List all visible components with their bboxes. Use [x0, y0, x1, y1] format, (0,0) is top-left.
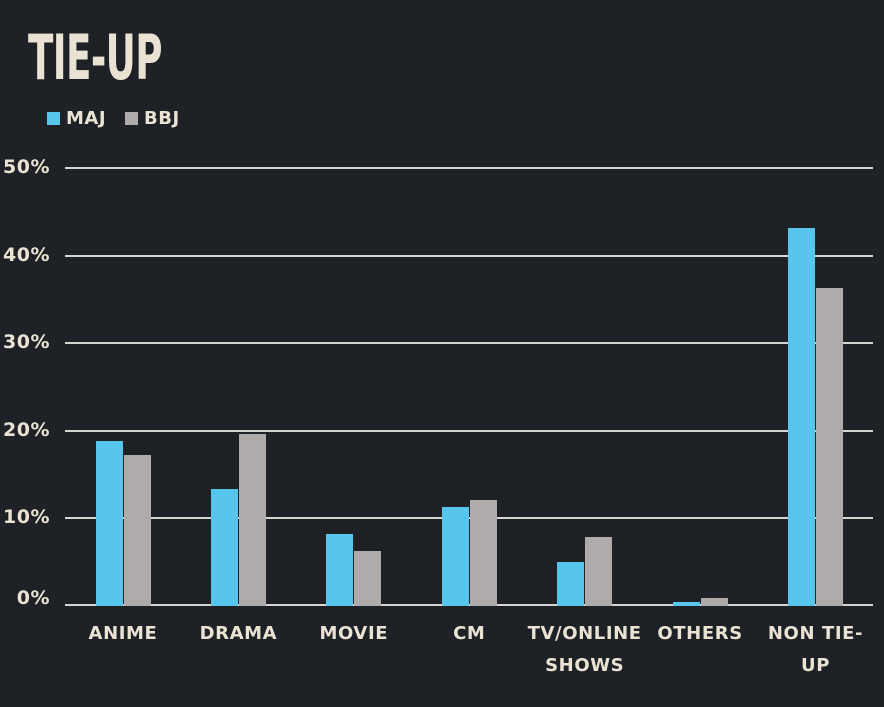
chart-title: TIE-UP — [28, 21, 163, 94]
gridline — [65, 517, 873, 520]
y-tick-label: 40% — [3, 243, 50, 266]
bar-maj-movie — [326, 534, 354, 606]
bar-bbj-drama — [238, 434, 266, 606]
gridline — [65, 254, 873, 257]
legend-swatch-bbj-icon — [125, 112, 139, 125]
category-label: MOVIE — [319, 623, 389, 644]
category-label: DRAMA — [199, 623, 278, 644]
gridline — [65, 342, 873, 345]
bar-maj-cm — [441, 507, 469, 606]
legend: MAJ BBJ — [47, 108, 180, 129]
bar-maj-others — [672, 601, 700, 606]
category-label: CM — [453, 623, 486, 644]
gridline — [65, 429, 873, 432]
legend-label-maj: MAJ — [66, 108, 107, 129]
x-axis-baseline — [65, 604, 873, 606]
bar-bbj-cm — [469, 500, 497, 606]
bar-bbj-others — [700, 598, 728, 606]
bar-bbj-non-tie-up — [816, 288, 844, 606]
bar-bbj-anime — [123, 455, 151, 606]
legend-item-maj: MAJ — [47, 108, 106, 129]
bar-bbj-tv-online-shows — [585, 536, 613, 606]
y-tick-label: 50% — [3, 156, 50, 178]
category-label: ANIME — [88, 623, 158, 644]
y-tick-label: 10% — [3, 506, 50, 529]
category-label: NON TIE- UP — [767, 623, 864, 676]
bar-maj-anime — [95, 441, 123, 606]
y-tick-label: 30% — [3, 331, 50, 354]
y-tick-label: 20% — [3, 418, 50, 441]
bar-maj-tv-online-shows — [557, 562, 585, 606]
legend-swatch-maj-icon — [47, 112, 60, 125]
y-tick-label: 0% — [16, 587, 50, 609]
category-label: OTHERS — [657, 623, 743, 644]
legend-item-bbj: BBJ — [125, 108, 180, 129]
category-label: TV/ONLINE SHOWS — [527, 623, 642, 676]
bar-maj-non-tie-up — [788, 228, 816, 606]
bar-maj-drama — [210, 489, 238, 606]
legend-label-bbj: BBJ — [144, 108, 180, 129]
bar-bbj-movie — [354, 550, 382, 606]
gridline — [65, 167, 873, 169]
